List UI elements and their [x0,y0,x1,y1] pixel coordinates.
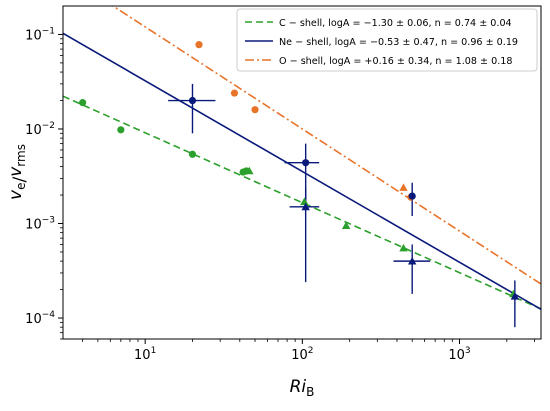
C-shell-triangle-point [245,166,254,175]
y-tick-label: 10−2 [25,121,55,138]
x-axis-label: RiB [290,377,315,399]
fit-line-1 [63,32,541,311]
legend-label: O − shell, logA = +0.16 ± 0.34, n = 1.08… [279,56,513,67]
Ne-shell-triangle-point [301,202,310,211]
O-shell-triangle-point [399,183,408,191]
Ne-shell-circle-point [188,96,197,105]
fit-line-2 [111,6,541,285]
legend: C − shell, logA = −1.30 ± 0.06, n = 0.74… [236,8,538,72]
C-shell-triangle-point [300,197,309,206]
y-tick-label: 10−4 [25,310,55,327]
C-shell-circle-point [117,126,125,134]
legend-label: Ne − shell, logA = −0.53 ± 0.47, n = 0.9… [279,37,518,48]
fit-lines [63,6,541,311]
O-shell-circle-point [230,89,239,97]
legend-box [236,8,538,72]
x-tick-label: 103 [448,346,470,363]
O-shell-circle-point [195,41,203,49]
C-shell-triangle-point [341,221,351,229]
C-shell-triangle-point [399,243,408,252]
O-shell-circle-point [251,106,259,114]
x-tick-label: 101 [134,346,156,363]
C-shell-circle-point [79,99,87,107]
Ne-shell-circle-point [408,192,416,200]
C-shell-circle-point [188,150,197,158]
Ne-shell-triangle-point [407,256,417,265]
y-tick-label: 10−1 [25,26,55,43]
y-axis-label: ve/vrms [6,144,30,200]
y-axis: 10−4 10−3 10−2 10−1 [25,26,63,340]
Ne-shell-circle-point [302,159,310,167]
Ne-shell-triangle-point [510,292,520,300]
legend-label: C − shell, logA = −1.30 ± 0.06, n = 0.74… [279,18,512,29]
markers [79,41,520,300]
x-tick-label: 102 [291,346,313,363]
x-axis: 101 102 103 [82,339,535,363]
y-tick-label: 10−3 [25,216,55,233]
